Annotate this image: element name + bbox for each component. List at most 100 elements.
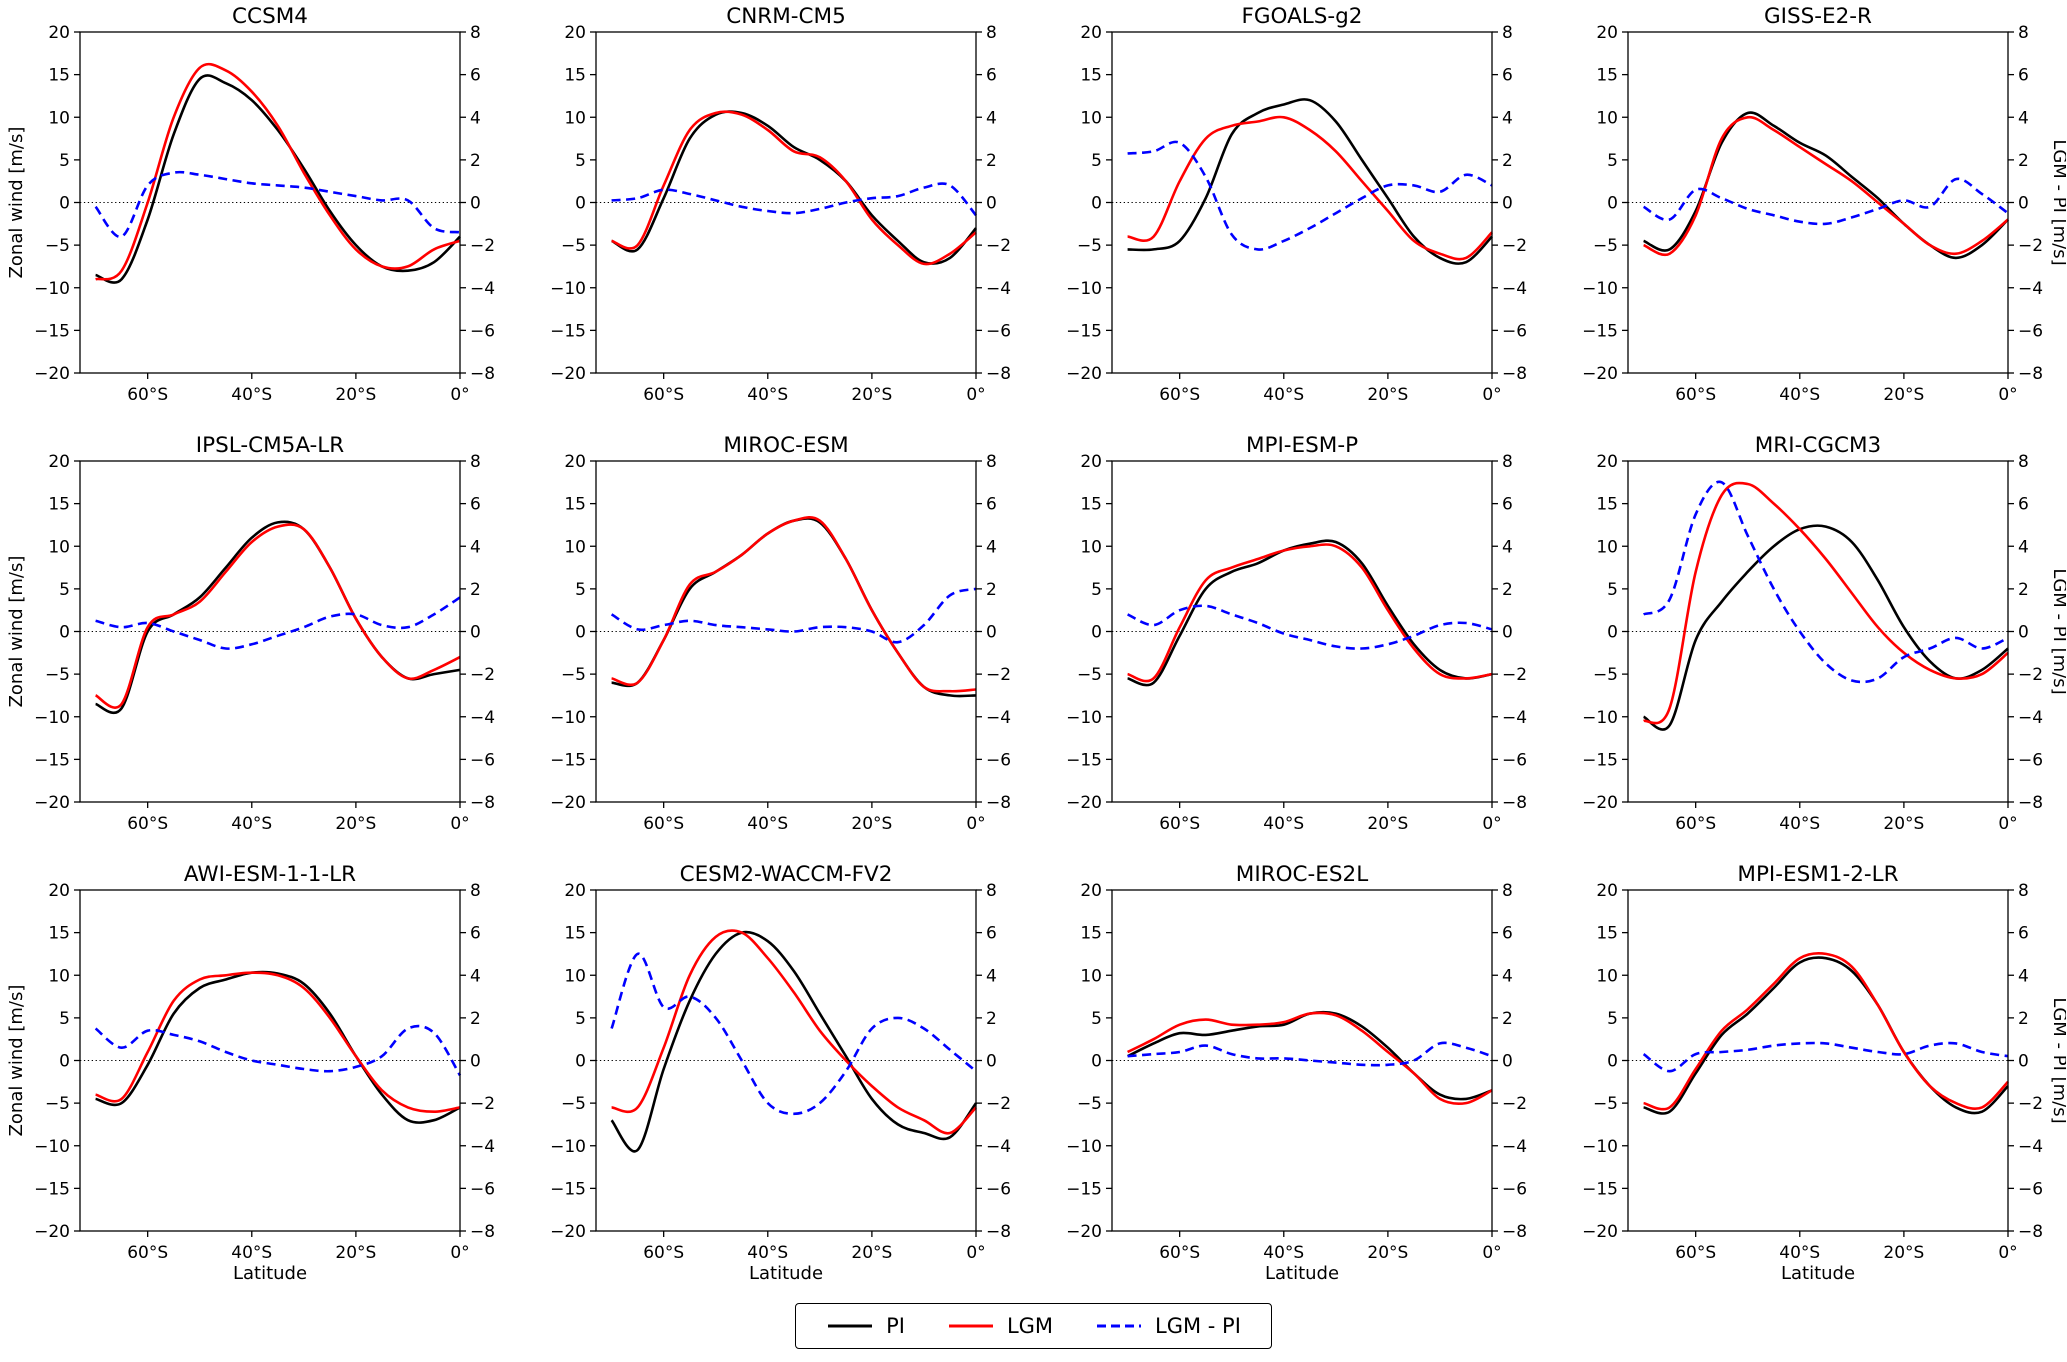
plot-frame <box>594 31 977 374</box>
series-line-pi <box>94 520 460 715</box>
left-tick-label: 0 <box>1607 194 1618 214</box>
right-tick-label: 8 <box>470 23 481 43</box>
x-tick-label: 20°S <box>1367 814 1408 834</box>
chart-title: IPSL-CM5A-LR <box>195 433 344 458</box>
left-tick-label: 20 <box>564 452 586 472</box>
chart-svg: MIROC-ES2L−20−15−10−505101520−8−6−4−2024… <box>1066 862 1527 1284</box>
left-tick-label: 5 <box>575 151 586 171</box>
right-tick-label: −8 <box>470 1222 495 1242</box>
series-line-pi <box>1126 1010 1492 1101</box>
left-tick-label: 15 <box>1080 495 1102 515</box>
left-tick-label: 10 <box>1080 537 1102 557</box>
series-line-pi <box>610 517 976 698</box>
right-tick-label: −6 <box>986 321 1011 341</box>
right-tick-label: 6 <box>470 924 481 944</box>
left-tick-label: −20 <box>550 364 586 384</box>
x-tick-label: 0° <box>1998 1243 2017 1263</box>
right-tick-label: 8 <box>470 452 481 472</box>
right-tick-label: 0 <box>470 623 481 643</box>
right-tick-label: −2 <box>470 665 495 685</box>
left-tick-label: −20 <box>34 793 70 813</box>
right-tick-label: −8 <box>986 793 1011 813</box>
x-tick-label: 40°S <box>1779 1243 1820 1263</box>
left-tick-label: 5 <box>59 1009 70 1029</box>
left-tick-label: −10 <box>1066 279 1102 299</box>
chart-title: FGOALS-g2 <box>1241 4 1362 29</box>
right-tick-label: 8 <box>2018 881 2029 901</box>
left-tick-label: 5 <box>1091 1009 1102 1029</box>
x-tick-label: 0° <box>1482 1243 1501 1263</box>
right-tick-label: −8 <box>2018 364 2043 384</box>
chart-panel: MPI-ESM1-2-LR −20 −15 −10 −5 0 5 10 15 20 −8 −6 −4 −2… <box>1550 860 2066 1289</box>
chart-title: MIROC-ES2L <box>1235 862 1367 887</box>
left-tick-label: 20 <box>564 23 586 43</box>
right-tick-label: 8 <box>2018 452 2029 472</box>
plot-frame <box>1110 460 1493 803</box>
legend-row: PI LGM LGM - PI <box>0 1293 2067 1359</box>
left-tick-label: 0 <box>1607 1052 1618 1072</box>
left-tick-label: −20 <box>1582 1222 1618 1242</box>
left-tick-label: 15 <box>48 66 70 86</box>
x-tick-label: 40°S <box>231 814 272 834</box>
series-line-lgm-pi <box>94 170 460 238</box>
left-tick-label: 5 <box>1607 151 1618 171</box>
right-tick-label: 0 <box>1502 1052 1513 1072</box>
right-tick-label: 4 <box>2018 108 2029 128</box>
left-tick-label: 15 <box>564 924 586 944</box>
left-tick-label: 15 <box>1080 924 1102 944</box>
left-tick-label: −20 <box>550 1222 586 1242</box>
right-tick-label: 4 <box>470 108 481 128</box>
left-tick-label: 0 <box>1091 194 1102 214</box>
series-line-lgm <box>610 516 976 693</box>
right-tick-label: −8 <box>1502 793 1527 813</box>
right-tick-label: −2 <box>1502 665 1527 685</box>
x-tick-label: 40°S <box>1263 385 1304 405</box>
x-tick-label: 40°S <box>1263 814 1304 834</box>
x-tick-label: 0° <box>1998 814 2017 834</box>
right-tick-label: 4 <box>2018 966 2029 986</box>
left-tick-label: −5 <box>1592 665 1617 685</box>
series-line-pi <box>610 930 977 1153</box>
left-tick-label: −5 <box>560 1094 585 1114</box>
chart-svg: MRI-CGCM3−20−15−10−505101520−8−6−4−20246… <box>1582 433 2066 834</box>
x-tick-label: 20°S <box>335 385 376 405</box>
x-tick-label: 0° <box>450 1243 469 1263</box>
left-tick-label: −10 <box>34 708 70 728</box>
x-tick-label: 20°S <box>335 1243 376 1263</box>
legend-item: LGM - PI <box>1095 1314 1241 1338</box>
left-tick-label: 20 <box>1596 23 1618 43</box>
x-tick-label: 60°S <box>643 385 684 405</box>
right-tick-label: −6 <box>1502 321 1527 341</box>
left-tick-label: 15 <box>564 66 586 86</box>
right-axis-label: LGM - PI [m/s] <box>2049 568 2066 694</box>
x-tick-label: 20°S <box>1367 385 1408 405</box>
legend-item: PI <box>826 1314 905 1338</box>
x-tick-label: 20°S <box>1883 1243 1924 1263</box>
x-tick-label: 40°S <box>1263 1243 1304 1263</box>
x-tick-label: 0° <box>1998 385 2017 405</box>
series-line-lgm-pi <box>1642 1041 2008 1073</box>
chart-title: MIROC-ESM <box>723 433 848 458</box>
right-tick-label: −6 <box>470 1179 495 1199</box>
x-tick-label: 60°S <box>127 385 168 405</box>
left-axis-label: Zonal wind [m/s] <box>6 556 27 708</box>
left-tick-label: −15 <box>550 1179 586 1199</box>
left-tick-label: −10 <box>34 1137 70 1157</box>
right-axis-label: LGM - PI [m/s] <box>2049 139 2066 265</box>
chart-title: MRI-CGCM3 <box>1754 433 1881 458</box>
right-tick-label: 2 <box>470 1009 481 1029</box>
right-tick-label: 0 <box>986 1052 997 1072</box>
chart-svg: IPSL-CM5A-LR−20−15−10−505101520−8−6−4−20… <box>6 433 495 834</box>
series-line-lgm <box>1642 951 2009 1111</box>
legend-line-sample <box>828 1324 873 1328</box>
x-tick-label: 0° <box>1482 385 1501 405</box>
legend-item: LGM <box>947 1314 1053 1338</box>
series-line-lgm-pi <box>610 182 977 217</box>
right-tick-label: −2 <box>2018 1094 2043 1114</box>
right-tick-label: −8 <box>1502 364 1527 384</box>
left-tick-label: 10 <box>48 966 70 986</box>
left-tick-label: −10 <box>550 279 586 299</box>
x-tick-label: 60°S <box>1159 814 1200 834</box>
right-tick-label: 2 <box>2018 151 2029 171</box>
right-tick-label: −4 <box>986 708 1011 728</box>
